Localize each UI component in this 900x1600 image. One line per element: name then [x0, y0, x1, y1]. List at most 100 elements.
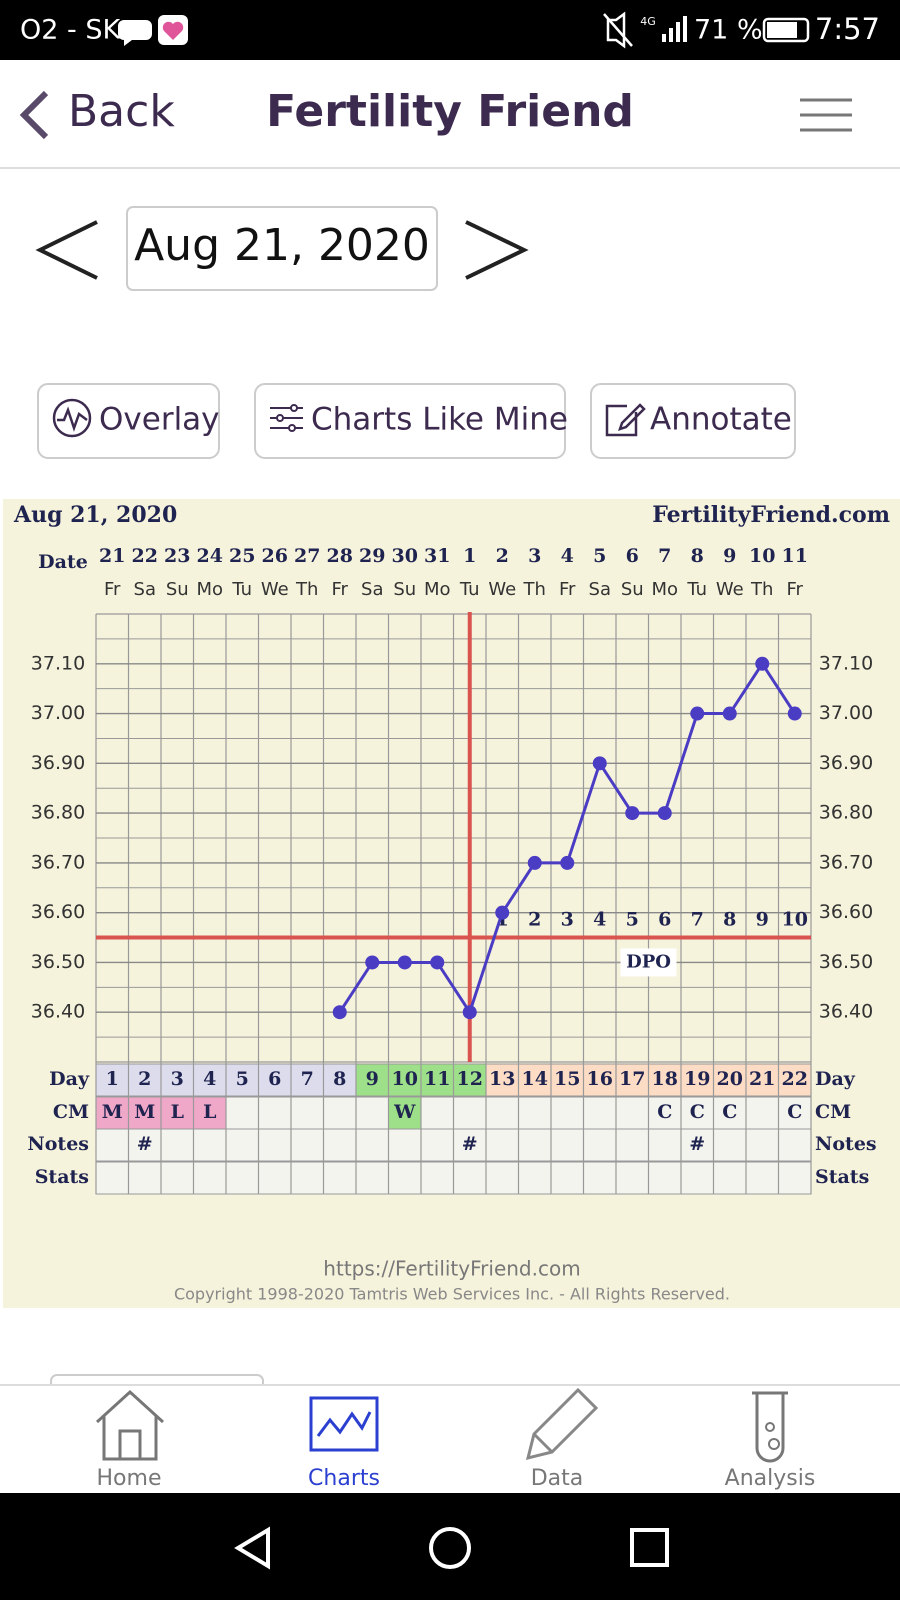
- menu-icon[interactable]: [800, 98, 852, 132]
- weekday-label: Th: [295, 579, 318, 600]
- cm-cell: [95, 1096, 129, 1130]
- nav-analysis[interactable]: Analysis: [725, 1466, 816, 1491]
- day-cell: [745, 1063, 779, 1097]
- sliders-icon: [270, 404, 303, 432]
- weekday-label: Th: [523, 579, 546, 600]
- dpo-number: 2: [528, 909, 541, 931]
- temperature-point: [495, 905, 510, 920]
- cm-cell: [453, 1096, 487, 1130]
- overlay-icon-wave: [57, 406, 88, 432]
- note-entry: #: [137, 1133, 153, 1155]
- dpo-label-bg: [620, 948, 677, 977]
- back-chevron[interactable]: [19, 90, 49, 140]
- home-icon[interactable]: [95, 1389, 165, 1461]
- stats-cell: [128, 1161, 162, 1195]
- notes-cell: [225, 1128, 259, 1162]
- charts-icon[interactable]: [309, 1396, 379, 1452]
- nav-home[interactable]: Home: [97, 1466, 162, 1491]
- row-label-right: Stats: [815, 1166, 869, 1188]
- charts-like-mine-button[interactable]: [254, 383, 566, 459]
- annotate-button[interactable]: [590, 383, 796, 459]
- annotate-label[interactable]: Annotate: [650, 402, 792, 438]
- cm-entry: L: [171, 1101, 184, 1123]
- overlay-label[interactable]: Overlay: [99, 402, 220, 438]
- carrier: O2 - SK: [20, 15, 121, 46]
- date-label: 2: [496, 545, 509, 567]
- weekday-label: Th: [750, 579, 773, 600]
- weekday-label: We: [261, 579, 289, 600]
- charts-like-mine-label[interactable]: Charts Like Mine: [311, 402, 568, 438]
- annotate-icon: [605, 403, 646, 437]
- heart-icon: [162, 21, 184, 40]
- day-cell: [420, 1063, 454, 1097]
- y-tick-label-right: 36.40: [819, 1001, 873, 1023]
- row-label-right: Notes: [815, 1133, 877, 1155]
- system-home[interactable]: [429, 1527, 471, 1569]
- cycle-day: 6: [268, 1068, 281, 1090]
- cm-cell: [518, 1096, 552, 1130]
- stats-cell: [420, 1161, 454, 1195]
- stats-cell: [453, 1161, 487, 1195]
- system-recents[interactable]: [630, 1528, 669, 1567]
- next-date[interactable]: [465, 220, 529, 280]
- y-tick-label: 36.50: [31, 951, 85, 973]
- stats-cell: [583, 1161, 617, 1195]
- weekday-label: Su: [166, 579, 189, 600]
- note-entry: #: [689, 1133, 705, 1155]
- system-back[interactable]: [234, 1526, 270, 1570]
- dpo-number: 8: [723, 909, 736, 931]
- nav-data[interactable]: Data: [531, 1466, 584, 1491]
- cycle-day: 19: [684, 1068, 710, 1090]
- nav-charts[interactable]: Charts: [308, 1466, 380, 1491]
- y-tick-label-right: 36.80: [819, 802, 873, 824]
- weekday-label: Fr: [559, 579, 576, 600]
- notes-cell: [713, 1128, 747, 1162]
- cycle-day: 18: [652, 1068, 678, 1090]
- date-label: 27: [294, 545, 320, 567]
- temperature-point: [462, 1005, 477, 1020]
- date-label: 10: [749, 545, 775, 567]
- weekday-label: Sa: [589, 579, 611, 600]
- cycle-day: 15: [554, 1068, 580, 1090]
- weekday-label: Tu: [686, 579, 707, 600]
- stats-cell: [518, 1161, 552, 1195]
- bottom-nav: [0, 1385, 900, 1493]
- cycle-day: 2: [138, 1068, 151, 1090]
- footer-url: https://FertilityFriend.com: [323, 1257, 580, 1281]
- cm-entry: C: [787, 1101, 802, 1123]
- day-cell: [453, 1063, 487, 1097]
- cm-entry: M: [134, 1101, 155, 1123]
- app-title: Fertility Friend: [266, 86, 634, 137]
- notes-cell: [388, 1128, 422, 1162]
- prev-date[interactable]: [35, 220, 98, 280]
- notes-cell: [485, 1128, 519, 1162]
- day-cell: [518, 1063, 552, 1097]
- cycle-day: 22: [782, 1068, 808, 1090]
- dpo-number: 10: [782, 909, 808, 931]
- day-cell: [648, 1063, 682, 1097]
- weekday-label: Mo: [651, 579, 678, 600]
- date-label: 4: [561, 545, 574, 567]
- y-tick-label-right: 36.90: [819, 752, 873, 774]
- weekday-label: Fr: [332, 579, 349, 600]
- day-cell: [290, 1063, 324, 1097]
- weekday-label: Tu: [231, 579, 252, 600]
- date-label: 24: [197, 545, 223, 567]
- cm-cell: [550, 1096, 584, 1130]
- back-button[interactable]: Back: [68, 86, 175, 137]
- date-box[interactable]: [126, 206, 438, 291]
- stats-cell: [258, 1161, 292, 1195]
- battery: 71 %: [694, 15, 763, 46]
- temperature-point: [527, 855, 542, 870]
- data-icon[interactable]: [525, 1387, 599, 1461]
- notes-cell: [518, 1128, 552, 1162]
- current-date[interactable]: Aug 21, 2020: [134, 220, 430, 271]
- analysis-icon[interactable]: [752, 1391, 788, 1463]
- date-label: 31: [424, 545, 450, 567]
- notes-cell: [355, 1128, 389, 1162]
- date-label: 26: [262, 545, 288, 567]
- notes-cell: [160, 1128, 194, 1162]
- temperature-point: [592, 756, 607, 771]
- temperature-point: [332, 1005, 347, 1020]
- temperature-point: [722, 706, 737, 721]
